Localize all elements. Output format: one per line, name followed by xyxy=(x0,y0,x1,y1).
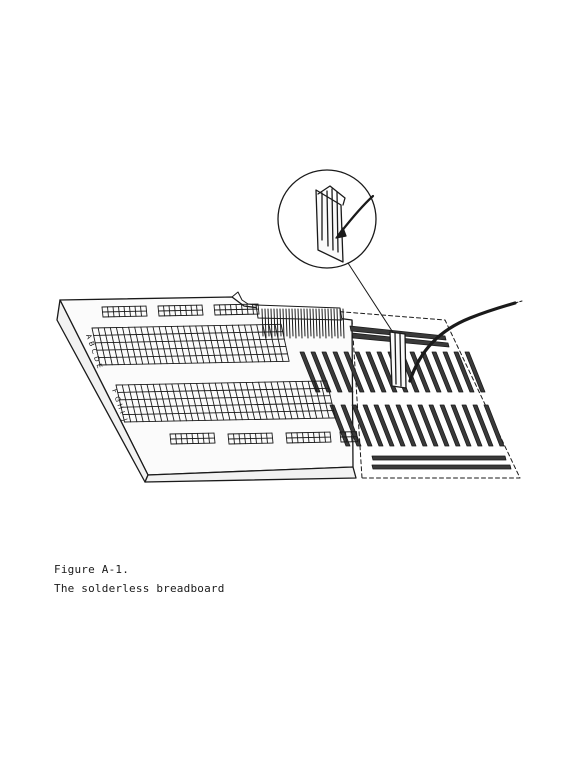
svg-text:I: I xyxy=(118,410,126,415)
figure-label: Figure A-1. xyxy=(54,563,130,576)
svg-text:D: D xyxy=(92,355,101,363)
contact-strips xyxy=(299,325,512,470)
magnifier-detail xyxy=(277,169,377,269)
figure-caption: Figure A-1. The solderless breadboard xyxy=(54,560,225,598)
breadboard-body xyxy=(56,291,357,483)
figure-caption-text: The solderless breadboard xyxy=(54,582,225,595)
svg-text:G: G xyxy=(113,395,122,403)
svg-text:J: J xyxy=(120,417,129,423)
svg-text:A: A xyxy=(84,333,93,340)
svg-text:B: B xyxy=(87,340,96,347)
spring-clips xyxy=(255,304,345,339)
cutaway-outline xyxy=(255,304,521,479)
svg-text:H: H xyxy=(115,403,124,411)
svg-text:C: C xyxy=(89,348,98,355)
svg-text:F: F xyxy=(110,388,119,395)
svg-text:E: E xyxy=(95,363,104,370)
jumper-wire xyxy=(389,300,523,389)
hole-grid xyxy=(91,303,358,445)
